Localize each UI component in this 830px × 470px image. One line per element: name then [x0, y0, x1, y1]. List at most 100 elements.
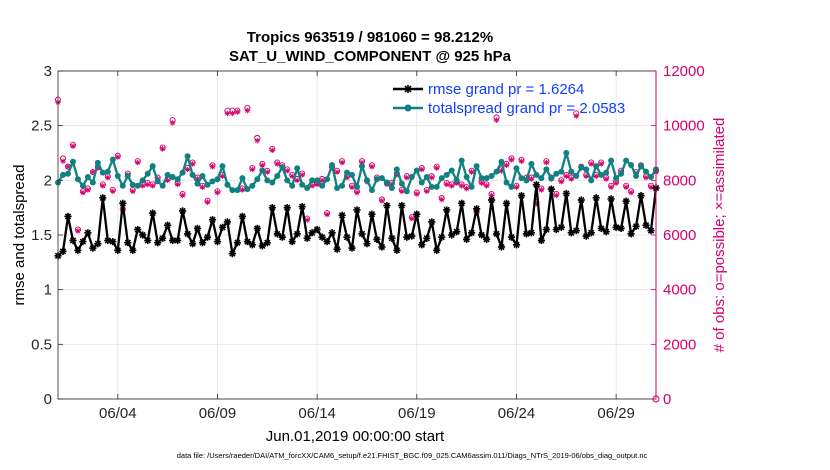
data-point: [274, 172, 281, 179]
y-right-tick-label: 12000: [663, 63, 705, 80]
data-point: [174, 236, 182, 245]
data-point: [633, 172, 640, 179]
data-point: [368, 187, 375, 194]
data-point: [458, 199, 466, 207]
y-right-tick-label: 6000: [663, 227, 696, 244]
data-point: [334, 184, 341, 191]
data-point: [105, 174, 111, 181]
data-point: [483, 235, 491, 243]
data-point: [64, 170, 71, 177]
data-point: [164, 171, 171, 178]
data-point: [209, 178, 216, 185]
data-point: [259, 162, 266, 169]
data-point: [184, 153, 191, 160]
data-point: [298, 203, 306, 211]
data-point: [119, 182, 126, 189]
data-point: [144, 236, 152, 245]
legend-rmse-label: rmse grand pr = 1.6264: [428, 81, 584, 98]
data-point: [608, 184, 614, 190]
data-point: [64, 212, 72, 220]
data-point: [244, 186, 251, 193]
data-point: [468, 169, 475, 175]
data-point: [149, 163, 156, 170]
data-point: [438, 233, 446, 241]
data-point: [598, 161, 605, 167]
x-tick-label: 06/14: [298, 405, 336, 422]
data-point: [438, 196, 445, 203]
data-point: [139, 231, 147, 239]
data-point: [443, 181, 450, 188]
data-point: [249, 166, 256, 173]
data-point: [114, 172, 121, 179]
data-point: [428, 183, 435, 190]
data-point: [209, 163, 216, 170]
data-point: [139, 177, 146, 184]
y-right-tick-label: 2000: [663, 336, 696, 353]
data-point: [463, 185, 470, 192]
data-point: [264, 169, 271, 175]
data-point: [557, 223, 565, 231]
x-tick-label: 06/24: [498, 405, 536, 422]
data-point: [403, 188, 410, 195]
data-point: [448, 183, 455, 189]
data-point: [69, 236, 77, 245]
data-point: [383, 201, 391, 210]
data-point: [492, 230, 501, 238]
data-point: [573, 172, 580, 179]
data-point: [413, 191, 420, 197]
data-point: [59, 171, 66, 178]
data-point: [69, 158, 76, 165]
data-point: [608, 157, 615, 164]
data-point: [104, 168, 111, 175]
data-point: [583, 166, 590, 173]
data-point: [94, 240, 102, 248]
data-point: [223, 218, 231, 226]
data-point: [269, 179, 276, 186]
data-point: [294, 177, 301, 184]
data-point: [428, 174, 435, 181]
data-point: [338, 211, 346, 219]
data-point: [349, 171, 356, 178]
data-point: [602, 228, 610, 236]
data-point: [613, 180, 619, 186]
data-point: [478, 180, 485, 186]
data-point: [613, 175, 620, 182]
data-point: [648, 184, 654, 190]
data-point: [488, 196, 496, 204]
data-point: [378, 175, 385, 182]
data-point: [563, 150, 570, 156]
y-right-tick-label: 0: [663, 391, 671, 408]
data-point: [573, 113, 580, 119]
y-left-tick-label: 0.5: [31, 336, 52, 353]
data-point: [512, 241, 521, 249]
data-point: [198, 239, 207, 247]
data-point: [433, 165, 440, 171]
data-point: [219, 163, 226, 170]
data-point: [344, 169, 351, 176]
data-file-footnote: data file: /Users/raeder/DAI/ATM_forcXX/…: [177, 451, 648, 460]
data-point: [84, 229, 92, 237]
data-point: [632, 222, 640, 230]
data-point: [189, 171, 196, 178]
data-point: [70, 143, 76, 149]
data-point: [542, 225, 551, 234]
y-left-tick-label: 0: [44, 391, 52, 408]
data-point: [513, 165, 520, 172]
data-point: [115, 154, 121, 160]
data-point: [169, 120, 176, 126]
data-point: [319, 177, 325, 184]
data-point: [284, 177, 291, 184]
data-point: [194, 180, 201, 187]
data-point: [169, 174, 176, 181]
data-point: [473, 205, 481, 213]
data-point: [74, 246, 82, 254]
data-point: [84, 174, 91, 181]
data-point: [79, 238, 87, 246]
data-point: [398, 180, 405, 187]
data-point: [304, 184, 311, 191]
data-point: [403, 233, 411, 241]
data-point: [353, 206, 361, 214]
data-point: [229, 110, 236, 117]
x-axis-label: Jun.01,2019 00:00:00 start: [266, 428, 445, 445]
data-point: [617, 224, 625, 232]
